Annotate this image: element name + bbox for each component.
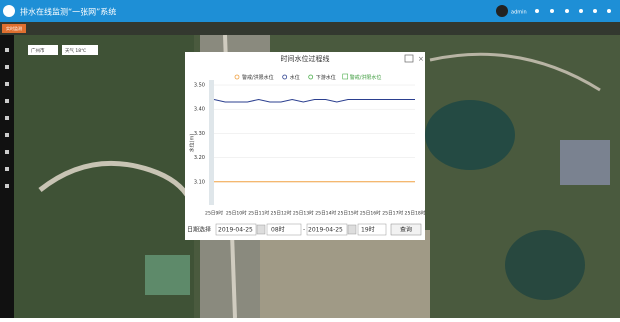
y-tick-label: 3.40	[194, 107, 205, 113]
logo	[3, 5, 15, 17]
sidebar-icons[interactable]	[5, 48, 9, 188]
x-tick-label: 25日9时	[205, 210, 223, 217]
legend-label: 警戒/洪限水位	[242, 74, 274, 81]
sidebar	[0, 35, 14, 318]
legend-label: 水位	[290, 74, 300, 81]
x-tick-label: 25日10时	[226, 210, 247, 217]
x-tick-label: 25日18时	[405, 210, 426, 217]
lake	[425, 100, 515, 170]
x-tick-label: 25日15时	[338, 210, 359, 217]
calendar-icon[interactable]	[348, 225, 356, 234]
y-tick-label: 3.10	[194, 179, 205, 185]
query-button-label[interactable]: 查询	[400, 226, 412, 234]
tab-bar	[0, 22, 620, 35]
y-tick-label: 3.20	[194, 155, 205, 161]
x-tick-label: 25日16时	[360, 210, 381, 217]
x-tick-label: 25日12时	[271, 210, 292, 217]
checkbox-label: 警戒/洪限水位	[350, 74, 382, 81]
sports-field	[145, 255, 190, 295]
separator: -	[303, 227, 305, 234]
x-tick-label: 25日13时	[293, 210, 314, 217]
y-tick-label: 3.50	[194, 83, 205, 89]
filter-text[interactable]: 广州市	[31, 47, 45, 54]
header-title: 排水在线监测“一张网”系统	[20, 7, 116, 17]
map-area	[260, 230, 430, 318]
user-avatar[interactable]	[496, 5, 508, 17]
date-value[interactable]: 2019-04-25	[218, 227, 253, 234]
y-tick-label: 3.30	[194, 131, 205, 137]
building	[560, 140, 610, 185]
x-tick-label: 25日14时	[315, 210, 336, 217]
screen: 排水在线监测“一张网”系统 admin 实时监测 广州市 天气 18℃ 时间水位…	[0, 0, 620, 318]
x-tick-label: 25日17时	[382, 210, 403, 217]
legend-checkbox[interactable]	[343, 74, 348, 79]
close-button[interactable]: ×	[418, 55, 424, 63]
date-value[interactable]: 2019-04-25	[308, 227, 343, 234]
user-name[interactable]: admin	[511, 10, 527, 16]
hour-value[interactable]: 08时	[271, 226, 285, 234]
hour-value[interactable]: 19时	[361, 226, 375, 234]
calendar-icon[interactable]	[257, 225, 265, 234]
lake	[505, 230, 585, 300]
chart-title: 时间水位过程线	[281, 54, 330, 63]
date-label: 日期选择	[187, 226, 211, 234]
y-axis-band	[209, 80, 214, 205]
tab-label[interactable]: 实时监测	[6, 25, 22, 31]
x-tick-label: 25日11时	[248, 210, 269, 217]
filter-text[interactable]: 天气 18℃	[65, 47, 86, 54]
legend-label: 下游水位	[316, 74, 336, 81]
